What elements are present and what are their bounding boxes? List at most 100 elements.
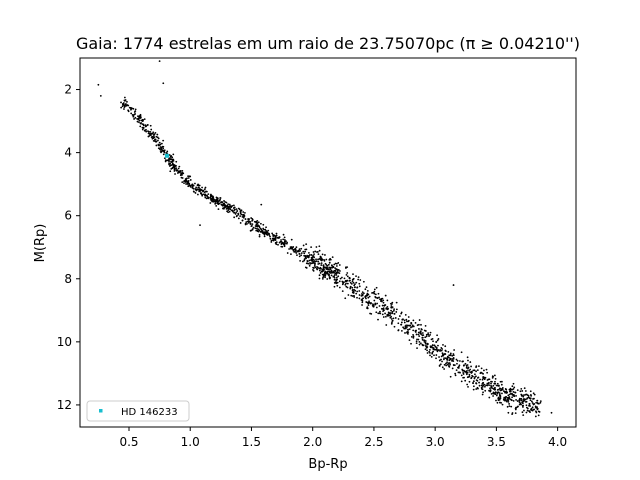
scatter-point xyxy=(328,271,331,274)
scatter-point xyxy=(454,372,457,375)
scatter-point xyxy=(257,224,259,227)
scatter-point xyxy=(283,243,286,246)
scatter-point xyxy=(373,288,376,291)
scatter-point xyxy=(307,256,310,259)
scatter-point xyxy=(315,267,318,270)
scatter-point xyxy=(163,157,166,160)
scatter-point xyxy=(141,126,144,129)
scatter-point xyxy=(464,362,467,365)
scatter-point xyxy=(300,247,303,250)
scatter-point xyxy=(384,304,387,306)
scatter-point xyxy=(404,332,406,334)
scatter-point xyxy=(393,325,396,328)
scatter-point xyxy=(441,360,443,363)
scatter-point xyxy=(503,396,506,399)
scatter-point xyxy=(270,241,273,243)
scatter-point xyxy=(255,221,257,224)
scatter-point xyxy=(304,250,306,253)
x-tick-label: 2.0 xyxy=(303,435,322,449)
scatter-point xyxy=(441,348,444,350)
scatter-point xyxy=(531,409,534,412)
scatter-point xyxy=(501,392,503,395)
scatter-point xyxy=(134,108,137,111)
scatter-point xyxy=(262,230,264,233)
scatter-point xyxy=(482,391,484,394)
scatter-point xyxy=(330,270,332,273)
scatter-point xyxy=(217,208,220,211)
scatter-point xyxy=(377,312,380,315)
scatter-point xyxy=(271,232,274,235)
scatter-point xyxy=(180,173,183,176)
scatter-point xyxy=(124,99,126,102)
scatter-point xyxy=(362,292,365,295)
scatter-point xyxy=(294,247,296,250)
scatter-point xyxy=(349,279,351,282)
scatter-point xyxy=(215,199,218,202)
scatter-point xyxy=(234,213,237,215)
scatter-point xyxy=(470,376,473,379)
scatter-point xyxy=(412,319,415,322)
scatter-point xyxy=(418,319,421,321)
scatter-point xyxy=(386,314,389,317)
scatter-point xyxy=(223,207,225,210)
scatter-point xyxy=(415,342,418,345)
scatter-point xyxy=(526,394,529,397)
scatter-point xyxy=(537,414,540,417)
scatter-point xyxy=(418,340,421,343)
scatter-point xyxy=(390,315,393,318)
scatter-point xyxy=(361,291,364,293)
scatter-point xyxy=(358,297,361,300)
scatter-point xyxy=(248,220,251,223)
scatter-point xyxy=(366,307,369,310)
scatter-point xyxy=(156,133,159,136)
scatter-point xyxy=(262,223,265,226)
scatter-point xyxy=(234,208,236,211)
scatter-point xyxy=(259,222,262,225)
scatter-point xyxy=(362,297,365,300)
scatter-point xyxy=(248,218,250,220)
scatter-point xyxy=(538,411,541,413)
scatter-point xyxy=(355,275,357,278)
scatter-point xyxy=(407,328,409,331)
scatter-point xyxy=(481,378,484,381)
scatter-point xyxy=(388,314,390,317)
scatter-point xyxy=(341,276,343,279)
scatter-point xyxy=(518,398,521,401)
scatter-point xyxy=(415,329,417,332)
scatter-point xyxy=(525,411,528,414)
scatter-point xyxy=(486,382,489,385)
scatter-point xyxy=(376,302,379,305)
scatter-point xyxy=(475,388,478,390)
scatter-point xyxy=(470,365,472,368)
scatter-point xyxy=(253,220,256,223)
scatter-point xyxy=(335,282,338,285)
scatter-point xyxy=(525,393,527,396)
scatter-point xyxy=(142,123,145,126)
scatter-point xyxy=(343,277,346,280)
scatter-point xyxy=(152,131,155,134)
scatter-point xyxy=(295,252,298,254)
scatter-point xyxy=(344,297,347,300)
scatter-point xyxy=(500,401,503,404)
scatter-point xyxy=(514,412,517,415)
scatter-point xyxy=(429,352,431,354)
scatter-point xyxy=(408,339,411,342)
scatter-point xyxy=(258,226,261,229)
scatter-point xyxy=(448,365,450,367)
x-tick-label: 4.0 xyxy=(548,435,567,449)
scatter-point xyxy=(133,118,135,120)
scatter-point xyxy=(162,153,165,156)
scatter-point xyxy=(249,222,252,225)
scatter-point xyxy=(196,184,199,187)
scatter-point xyxy=(389,302,392,305)
scatter-point xyxy=(154,132,157,134)
scatter-point xyxy=(173,167,176,169)
scatter-point xyxy=(345,274,348,276)
scatter-point xyxy=(466,356,469,359)
scatter-point xyxy=(353,284,356,287)
scatter-point xyxy=(507,399,510,402)
scatter-point xyxy=(320,264,323,266)
scatter-point xyxy=(312,261,315,264)
scatter-point xyxy=(377,292,380,295)
scatter-point xyxy=(262,227,265,230)
